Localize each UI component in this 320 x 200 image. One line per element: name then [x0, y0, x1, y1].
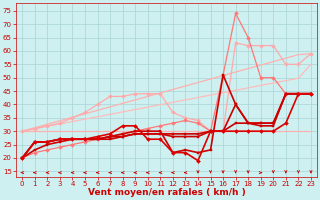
X-axis label: Vent moyen/en rafales ( km/h ): Vent moyen/en rafales ( km/h )	[88, 188, 245, 197]
